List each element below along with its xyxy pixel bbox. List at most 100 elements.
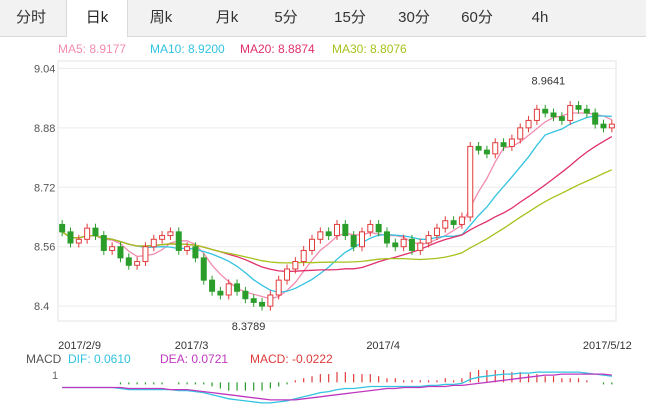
period-tab-bar: 分时 日k 周k 月k 5分 15分 30分 60分 4h (0, 0, 646, 37)
candle-body (433, 227, 440, 237)
candle-body (375, 223, 382, 233)
x-tick-label: 2017/3 (175, 340, 209, 352)
y-axis-labels: 9.04 8.88 8.72 8.56 8.4 (34, 63, 55, 313)
tab-30min[interactable]: 30分 (398, 9, 430, 26)
ma10-legend: MA10: 8.9200 (150, 42, 225, 56)
candle-body (575, 105, 582, 110)
moving-average-lines (61, 112, 613, 300)
macd-legend: MACD DIF: 0.0610 DEA: 0.0721 MACD: -0.02… (26, 352, 333, 366)
candle-body (275, 279, 282, 296)
candle-body (550, 112, 557, 118)
dif-legend: DIF: 0.0610 (68, 352, 131, 366)
ma5-line (61, 112, 613, 300)
candle-body (59, 223, 66, 233)
candle-body (350, 235, 357, 248)
candle-body (109, 246, 116, 251)
candle-body (284, 268, 291, 281)
candle-body (142, 246, 149, 263)
candle-body (134, 261, 141, 266)
y-tick-label: 8.72 (34, 182, 55, 194)
tab-15min[interactable]: 15分 (334, 9, 366, 26)
candle-body (300, 249, 307, 263)
ma30-legend: MA30: 8.8076 (332, 42, 407, 56)
candle-body (450, 220, 457, 225)
candle-body (542, 108, 549, 114)
y-tick-label: 8.88 (34, 123, 55, 135)
candle-body (342, 223, 349, 237)
candle-body (517, 127, 524, 140)
macd-value-legend: MACD: -0.0222 (250, 352, 333, 366)
candle-body (67, 231, 74, 244)
price-annotations: 8.3789 8.9641 (232, 76, 565, 333)
candle-body (442, 220, 449, 229)
dea-line (62, 373, 612, 401)
tab-5min[interactable]: 5分 (274, 9, 298, 26)
candle-body (583, 108, 590, 114)
extreme-price-label: 8.3789 (232, 321, 266, 333)
price-grid (57, 60, 617, 322)
tab-weekly-k[interactable]: 周k (149, 9, 173, 26)
candle-body (325, 231, 332, 237)
x-tick-label: 2017/2/9 (58, 340, 101, 352)
tab-daily-k[interactable]: 日k (66, 0, 128, 37)
candle-body (92, 227, 99, 237)
ma10-line (61, 115, 612, 294)
candle-body (358, 231, 365, 248)
ma20-legend: MA20: 8.8874 (240, 42, 315, 56)
candle-body (200, 257, 207, 281)
candle-body (192, 246, 199, 259)
macd-axis-label: 1 (52, 370, 58, 382)
candle-body (508, 138, 515, 147)
candle-body (367, 223, 374, 233)
candle-body (567, 105, 574, 121)
candle-body (400, 238, 407, 248)
candle-body (533, 108, 540, 121)
candle-body (75, 238, 82, 244)
plot-frame (57, 60, 617, 322)
candle-body (467, 145, 474, 218)
candle-body (417, 242, 424, 251)
ma5-legend: MA5: 8.9177 (58, 42, 126, 56)
candle-body (167, 231, 174, 237)
candle-body (259, 301, 266, 307)
candle-body (500, 142, 507, 147)
macd-title: MACD (26, 352, 62, 366)
candle-body (209, 279, 216, 292)
candle-body (492, 142, 499, 155)
candle-body (608, 123, 615, 129)
candle-body (217, 290, 224, 296)
candles (59, 101, 615, 311)
candle-body (592, 112, 599, 125)
candle-body (267, 294, 274, 307)
candle-body (317, 231, 324, 240)
candle-body (159, 235, 166, 240)
candle-body (475, 145, 482, 151)
candle-body (84, 227, 91, 240)
candle-body (458, 216, 465, 225)
x-axis-labels: 2017/2/9 2017/3 2017/4 2017/5/12 (58, 340, 632, 352)
candle-body (292, 261, 299, 270)
candle-body (250, 298, 257, 303)
candle-body (383, 231, 390, 244)
candle-body (334, 223, 340, 237)
candle-body (184, 246, 191, 251)
tab-4h[interactable]: 4h (531, 9, 549, 26)
y-tick-label: 9.04 (34, 63, 55, 75)
candle-body (100, 235, 107, 251)
tab-monthly-k[interactable]: 月k (215, 9, 239, 26)
candle-body (483, 149, 490, 155)
tab-60min[interactable]: 60分 (461, 9, 493, 26)
ma-legend: MA5: 8.9177 MA10: 8.9200 MA20: 8.8874 MA… (58, 42, 407, 56)
candle-body (309, 238, 316, 251)
dea-legend: DEA: 0.0721 (160, 352, 228, 366)
y-tick-label: 8.4 (34, 301, 49, 313)
candle-body (525, 119, 532, 129)
candle-body (234, 283, 241, 292)
extreme-price-label: 8.9641 (532, 76, 566, 88)
dif-line (62, 371, 612, 404)
candle-body (600, 123, 607, 129)
candle-body (125, 257, 132, 266)
candle-body (408, 238, 415, 251)
x-tick-label: 2017/4 (366, 340, 400, 352)
tab-intraday[interactable]: 分时 (15, 9, 46, 26)
